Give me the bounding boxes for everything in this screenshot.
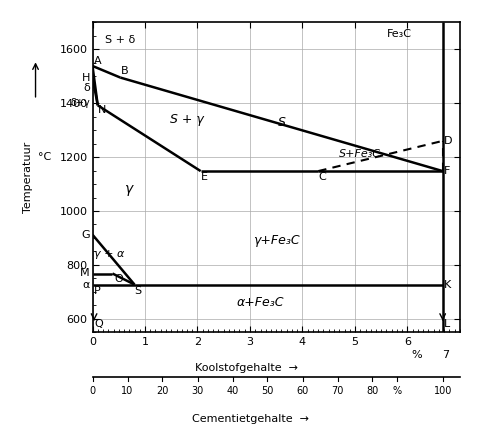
Text: S: S [278,116,285,128]
Text: 20: 20 [156,386,168,396]
Text: 80: 80 [366,386,378,396]
Text: N: N [98,105,106,116]
Text: D: D [444,136,452,146]
Text: γ + α: γ + α [94,249,124,259]
Text: α: α [82,280,90,290]
Text: γ+Fe₃C: γ+Fe₃C [253,234,300,247]
Text: δ: δ [83,83,90,93]
Text: O: O [114,273,124,284]
Text: S+Fe₃C: S+Fe₃C [339,149,381,159]
Text: %: % [392,386,402,396]
Text: Koolstofgehalte  →: Koolstofgehalte → [196,363,298,373]
Text: E: E [200,173,207,182]
Text: A: A [94,56,101,66]
Text: P: P [94,286,101,296]
Text: %: % [412,350,422,360]
Text: δ+γ: δ+γ [70,98,90,108]
Text: Cementietgehalte  →: Cementietgehalte → [192,414,308,424]
Text: 7: 7 [442,350,449,360]
Text: Q: Q [94,319,103,329]
Text: 40: 40 [226,386,238,396]
Text: M: M [80,268,90,278]
Text: Fe₃C: Fe₃C [387,29,412,39]
Text: K: K [444,280,452,289]
Text: S: S [134,286,141,296]
Text: 0: 0 [90,386,96,396]
Text: S + δ: S + δ [104,35,135,45]
Text: S + γ: S + γ [170,113,204,126]
Text: H: H [82,73,90,83]
Text: B: B [122,66,129,76]
Text: °C: °C [38,152,52,162]
Text: γ: γ [125,182,134,196]
Text: L: L [444,319,450,329]
Text: 100: 100 [434,386,452,396]
Text: 30: 30 [192,386,203,396]
Text: Temperatuur: Temperatuur [23,142,33,213]
Text: 10: 10 [122,386,134,396]
Text: α+Fe₃C: α+Fe₃C [237,296,284,309]
Text: G: G [81,230,90,240]
Text: C: C [318,173,326,182]
Text: 60: 60 [296,386,308,396]
Text: 70: 70 [332,386,344,396]
Text: 50: 50 [262,386,274,396]
Text: F: F [444,166,450,176]
